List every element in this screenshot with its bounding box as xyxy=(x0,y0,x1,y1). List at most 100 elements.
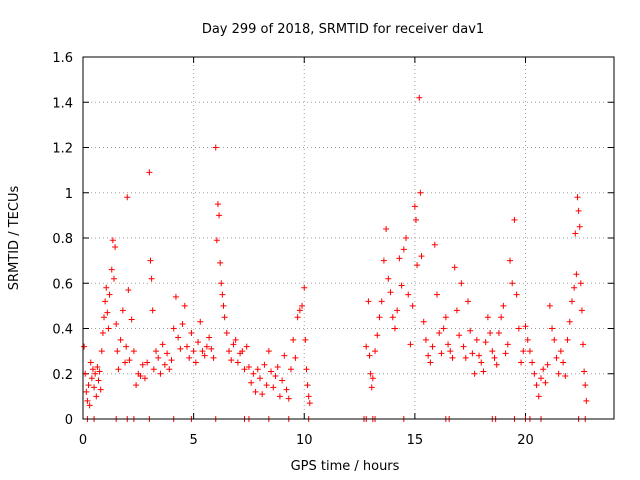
data-point xyxy=(400,246,407,253)
data-point xyxy=(557,348,564,355)
data-point xyxy=(511,216,518,223)
data-point xyxy=(230,341,237,348)
y-tick-label: 1.2 xyxy=(52,142,73,157)
data-point xyxy=(378,298,385,305)
y-tick-label: 0.2 xyxy=(52,368,73,383)
y-tick-label: 1.6 xyxy=(52,51,73,66)
data-point xyxy=(220,302,227,309)
data-point xyxy=(572,230,579,237)
data-point xyxy=(223,330,230,337)
data-point xyxy=(436,330,443,337)
data-point xyxy=(575,207,582,214)
data-point xyxy=(522,323,529,330)
data-point xyxy=(574,194,581,201)
data-point xyxy=(365,298,372,305)
data-point xyxy=(257,375,263,382)
plot-frame xyxy=(82,56,615,420)
data-point xyxy=(480,368,487,375)
data-point xyxy=(287,366,294,373)
data-point xyxy=(133,382,140,389)
data-point xyxy=(210,354,217,361)
data-point xyxy=(109,237,116,244)
data-point xyxy=(89,366,96,373)
data-point xyxy=(296,307,303,314)
data-point xyxy=(518,359,525,366)
data-point xyxy=(234,359,241,366)
data-point xyxy=(383,225,390,232)
data-point xyxy=(270,384,277,391)
data-point xyxy=(115,366,122,373)
data-point xyxy=(281,352,288,359)
data-point xyxy=(520,348,527,355)
data-point xyxy=(453,307,460,314)
data-point xyxy=(411,203,418,210)
data-point xyxy=(396,255,403,262)
data-point xyxy=(148,275,155,282)
data-point xyxy=(254,366,261,373)
data-point xyxy=(546,302,553,309)
data-point xyxy=(219,291,226,298)
data-point xyxy=(473,336,480,343)
data-point xyxy=(146,169,153,176)
data-point xyxy=(305,393,312,400)
data-point xyxy=(259,391,266,398)
data-point xyxy=(418,253,425,260)
data-point xyxy=(469,350,476,357)
data-point xyxy=(303,366,310,373)
data-point xyxy=(214,201,221,208)
data-point xyxy=(529,359,536,366)
data-point xyxy=(221,314,228,321)
data-point xyxy=(555,370,562,377)
data-point xyxy=(301,284,308,291)
data-point xyxy=(414,262,421,269)
data-point xyxy=(544,361,551,368)
data-point xyxy=(524,336,531,343)
data-point xyxy=(394,307,401,314)
data-point xyxy=(130,348,137,355)
data-point xyxy=(206,334,213,341)
x-tick-label: 20 xyxy=(517,433,534,448)
data-point xyxy=(509,280,516,287)
data-point xyxy=(168,357,175,364)
data-point xyxy=(164,350,171,357)
data-point xyxy=(183,343,190,350)
data-point xyxy=(161,361,168,368)
data-point xyxy=(306,400,313,407)
data-point xyxy=(101,314,108,321)
data-point xyxy=(268,368,275,375)
data-point xyxy=(279,377,286,384)
y-tick-label: 1.4 xyxy=(52,96,73,111)
data-point xyxy=(110,275,117,282)
data-point xyxy=(128,316,135,323)
data-point xyxy=(137,373,144,380)
data-point xyxy=(87,359,94,366)
data-point xyxy=(445,341,452,348)
data-point xyxy=(95,377,102,384)
data-point xyxy=(243,343,250,350)
data-point xyxy=(123,343,130,350)
data-point xyxy=(108,266,115,273)
data-point xyxy=(464,298,471,305)
y-tick-label: 0 xyxy=(65,413,73,428)
data-point xyxy=(476,352,483,359)
data-point xyxy=(112,244,119,251)
data-point xyxy=(500,302,507,309)
data-point xyxy=(431,241,438,248)
data-point xyxy=(201,352,208,359)
data-point xyxy=(562,373,569,380)
data-point xyxy=(218,280,225,287)
data-point xyxy=(535,393,542,400)
data-point xyxy=(250,370,257,377)
y-tick-label: 0.4 xyxy=(52,323,73,338)
data-point xyxy=(93,393,100,400)
data-point xyxy=(568,298,575,305)
data-point xyxy=(88,375,95,382)
data-point xyxy=(272,373,279,380)
data-point xyxy=(248,379,255,386)
data-point xyxy=(261,361,268,368)
data-point xyxy=(125,287,132,294)
data-point xyxy=(460,343,467,350)
data-point xyxy=(139,361,146,368)
data-point xyxy=(304,382,311,389)
